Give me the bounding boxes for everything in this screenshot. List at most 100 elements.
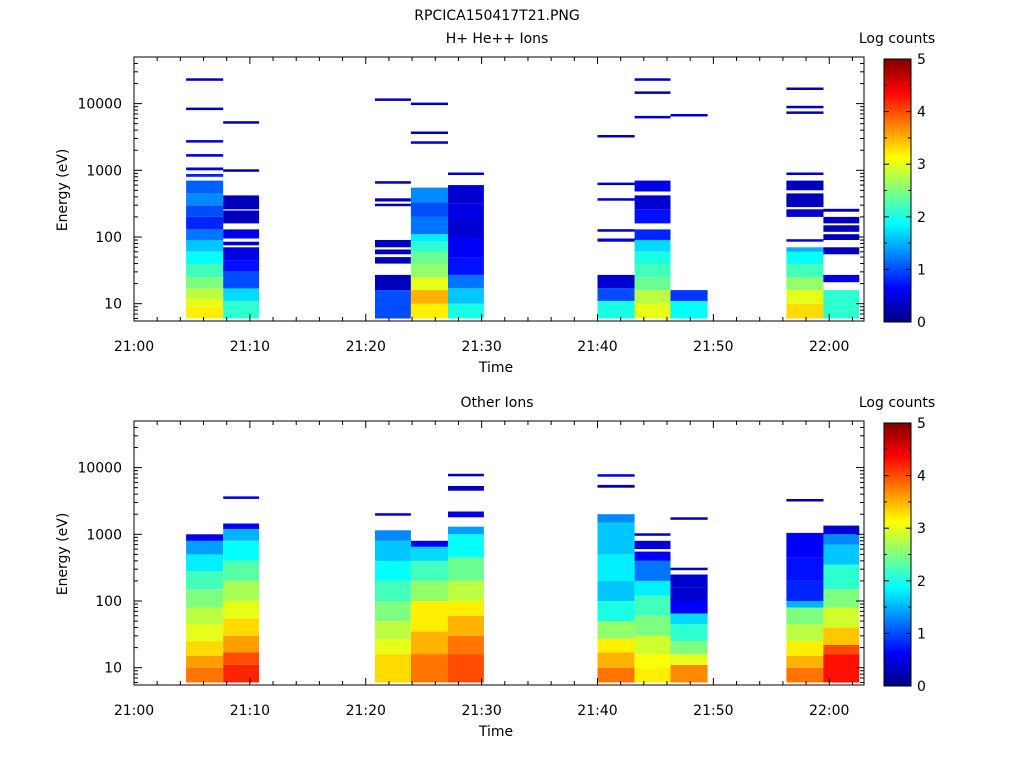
colorbar — [883, 422, 912, 687]
spectrogram-cell — [786, 193, 824, 208]
colorbar-tick-label: 5 — [917, 52, 926, 68]
spectrogram-cell — [448, 635, 484, 655]
spectrogram-cell — [634, 263, 671, 278]
spectrogram-cell — [186, 288, 224, 299]
x-tick-label: 22:00 — [809, 339, 849, 355]
plot-frame — [133, 56, 865, 322]
spectrogram-cell — [634, 560, 671, 581]
spectrogram-cell — [786, 607, 824, 625]
spectrogram-cell — [634, 115, 671, 119]
spectrogram-cell — [670, 114, 708, 117]
y-axis-label: Energy (eV) — [55, 513, 71, 596]
spectrogram-cell — [223, 618, 260, 636]
x-tick-label: 21:10 — [230, 703, 270, 719]
spectrogram-cell — [448, 303, 484, 319]
spectrogram-cell — [634, 78, 671, 81]
spectrogram-cell — [186, 140, 224, 143]
spectrogram-cell — [375, 203, 411, 207]
y-tick-label: 10 — [104, 661, 122, 677]
y-tick-label: 100 — [95, 230, 122, 246]
spectrogram-cell — [448, 486, 484, 491]
x-tick-label: 21:30 — [461, 339, 501, 355]
spectrogram-cell — [448, 203, 484, 220]
spectrogram-cell — [597, 580, 635, 601]
x-tick-label: 21:10 — [230, 339, 270, 355]
spectrogram-cell — [375, 560, 411, 581]
x-axis-label: Time — [478, 724, 513, 740]
spectrogram-cell — [223, 601, 260, 619]
spectrogram-cell — [597, 554, 635, 581]
spectrogram-cell — [410, 277, 448, 290]
spectrogram-cell — [670, 613, 708, 625]
spectrogram-cell — [186, 193, 224, 206]
spectrogram-cell — [223, 195, 260, 210]
spectrogram-cell — [410, 102, 448, 106]
spectrogram-cell — [410, 131, 448, 134]
spectrogram-cell — [597, 484, 635, 488]
colorbar-label: Log counts — [859, 395, 935, 411]
spectrogram-cell — [186, 229, 224, 241]
colorbar-tick-label: 4 — [917, 105, 926, 121]
spectrogram-cell — [786, 290, 824, 304]
colorbar-tick-label: 5 — [917, 416, 926, 432]
spectrogram-cell — [186, 251, 224, 264]
spectrogram-cell — [410, 601, 448, 632]
y-tick-label: 10 — [104, 297, 122, 313]
panel-title: Other Ions — [460, 395, 533, 411]
spectrogram-cell — [448, 274, 484, 289]
colorbar-tick-label: 0 — [917, 315, 926, 331]
spectrogram-cell — [448, 473, 484, 477]
spectrogram-cell — [786, 87, 824, 90]
spectrogram-cell — [786, 655, 824, 668]
spectrogram-cell — [410, 234, 448, 242]
spectrogram-cell — [223, 523, 260, 529]
spectrogram-cell — [786, 601, 824, 608]
spectrogram-cell — [786, 277, 824, 290]
x-tick-label: 21:30 — [461, 703, 501, 719]
spectrogram-cell — [786, 532, 824, 558]
spectrogram-cell — [597, 652, 635, 668]
spectrogram-cell — [223, 496, 260, 499]
spectrogram-cell — [786, 641, 824, 656]
spectrogram-cell — [223, 652, 260, 665]
spectrogram-cell — [186, 534, 224, 541]
spectrogram-cell — [786, 251, 824, 264]
x-tick-label: 21:50 — [693, 339, 733, 355]
spectrogram-cell — [448, 220, 484, 237]
spectrogram-cell — [823, 627, 860, 645]
spectrogram-cell — [223, 288, 260, 301]
spectrogram-cell — [786, 263, 824, 278]
spectrogram-cell — [670, 624, 708, 642]
spectrogram-cell — [375, 540, 411, 561]
spectrogram-cell — [634, 615, 671, 636]
spectrogram-cell — [410, 263, 448, 278]
x-tick-label: 21:00 — [114, 703, 154, 719]
spectrogram-cell — [670, 300, 708, 319]
spectrogram-cell — [186, 571, 224, 590]
spectrogram-cell — [410, 251, 448, 264]
spectrogram-cell — [823, 216, 860, 224]
spectrogram-cell — [186, 263, 224, 278]
spectrogram-cell — [634, 240, 671, 252]
spectrogram-cell — [410, 631, 448, 655]
spectrogram-cell — [375, 654, 411, 683]
y-tick-label: 100 — [95, 594, 122, 610]
spectrogram-cell — [186, 655, 224, 668]
spectrogram-cell — [448, 257, 484, 275]
spectrogram-cell — [597, 229, 635, 232]
spectrogram-cell — [375, 513, 411, 516]
spectrogram-cell — [597, 238, 635, 242]
x-tick-label: 22:00 — [809, 703, 849, 719]
spectrogram-cell — [670, 517, 708, 520]
spectrogram-cell — [634, 209, 671, 224]
spectrogram-cell — [410, 187, 448, 203]
spectrogram-cell — [670, 574, 708, 588]
spectrogram-cell — [410, 560, 448, 581]
colorbar-tick-label: 1 — [917, 626, 926, 642]
spectrogram-cell — [186, 540, 224, 555]
x-axis-label: Time — [478, 360, 513, 376]
spectrogram-cell — [448, 185, 484, 204]
spectrogram-cell — [786, 105, 824, 109]
spectrogram-cell — [634, 654, 671, 668]
